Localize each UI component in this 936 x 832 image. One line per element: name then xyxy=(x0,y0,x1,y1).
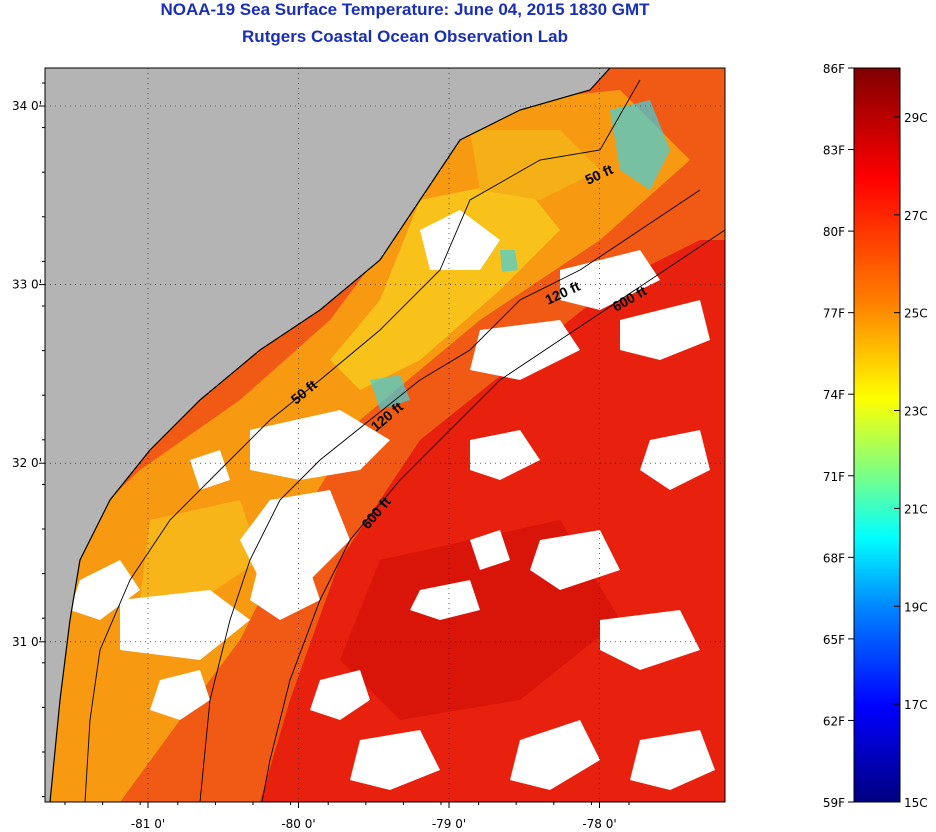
map-frame xyxy=(44,67,726,803)
shelf-cool-water xyxy=(140,500,260,600)
coastline xyxy=(49,68,611,802)
fahrenheit-label: 83F xyxy=(823,144,845,158)
shelf-cool-water xyxy=(470,130,600,200)
fahrenheit-label: 71F xyxy=(823,470,845,484)
celsius-label: 25C xyxy=(904,307,928,321)
cool-upwelling-patches xyxy=(370,100,670,410)
lat-tick-label: 34 0' xyxy=(12,99,42,113)
land-mass xyxy=(45,68,610,802)
celsius-label: 19C xyxy=(904,600,928,614)
fahrenheit-label: 74F xyxy=(823,388,845,402)
fahrenheit-label: 59F xyxy=(823,796,845,810)
celsius-label: 23C xyxy=(904,405,928,419)
isobath-50ft xyxy=(84,79,641,802)
lon-tick-label: -80 0' xyxy=(281,817,315,831)
celsius-label: 17C xyxy=(904,698,928,712)
shelf-cool-water xyxy=(330,180,560,390)
celsius-label: 15C xyxy=(904,796,928,810)
map-axes: -81 0' -80 0' -79 0' -78 0' 34 0' 33 0' 32 0' 3… xyxy=(12,68,725,831)
isobath-600ft xyxy=(261,229,725,802)
celsius-label: 29C xyxy=(904,111,928,125)
celsius-label: 27C xyxy=(904,209,928,223)
lon-tick-label: -79 0' xyxy=(432,817,466,831)
fahrenheit-label: 77F xyxy=(823,307,845,321)
fahrenheit-label: 80F xyxy=(823,225,845,239)
fahrenheit-label: 86F xyxy=(823,62,845,76)
fahrenheit-label: 62F xyxy=(823,714,845,728)
map-raster xyxy=(45,68,725,802)
cloud-mask xyxy=(70,210,715,790)
colorbar-ticks: 86F 83F 80F 77F 74F 71F 68F 65F 62F 59F 29C 27C 25C 2… xyxy=(823,62,928,810)
lat-tick-label: 31 0' xyxy=(12,635,42,649)
lon-tick-label: -81 0' xyxy=(131,817,165,831)
lat-tick-label: 33 0' xyxy=(12,278,42,292)
map-subtitle: Rutgers Coastal Ocean Observation Lab xyxy=(242,27,568,46)
map-title: NOAA-19 Sea Surface Temperature: June 04… xyxy=(160,0,650,19)
isobath-120ft xyxy=(199,189,701,802)
lon-tick-label: -78 0' xyxy=(582,817,616,831)
lat-tick-label: 32 0' xyxy=(12,456,42,470)
fahrenheit-label: 65F xyxy=(823,633,845,647)
fahrenheit-label: 68F xyxy=(823,551,845,565)
colorbar-gradient xyxy=(853,67,901,803)
celsius-label: 21C xyxy=(904,502,928,516)
